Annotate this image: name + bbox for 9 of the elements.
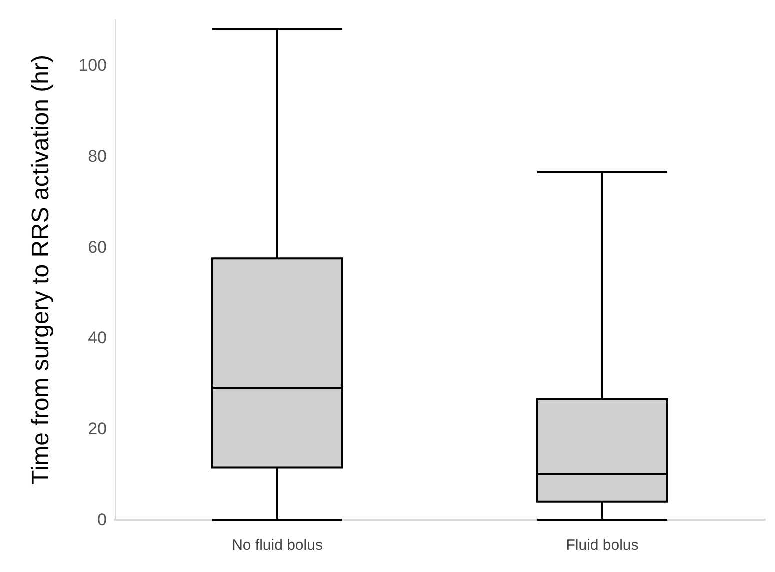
y-tick-label: 0	[98, 510, 107, 530]
x-tick-label: No fluid bolus	[232, 537, 323, 554]
y-tick-label: 100	[78, 56, 107, 75]
y-axis-title: Time from surgery to RRS activation (hr)	[28, 55, 54, 485]
y-tick-label: 80	[88, 146, 107, 166]
y-tick-label: 40	[88, 328, 107, 348]
x-tick-label: Fluid bolus	[566, 537, 639, 554]
y-tick-label: 60	[88, 238, 107, 257]
y-tick-label: 20	[88, 420, 107, 439]
